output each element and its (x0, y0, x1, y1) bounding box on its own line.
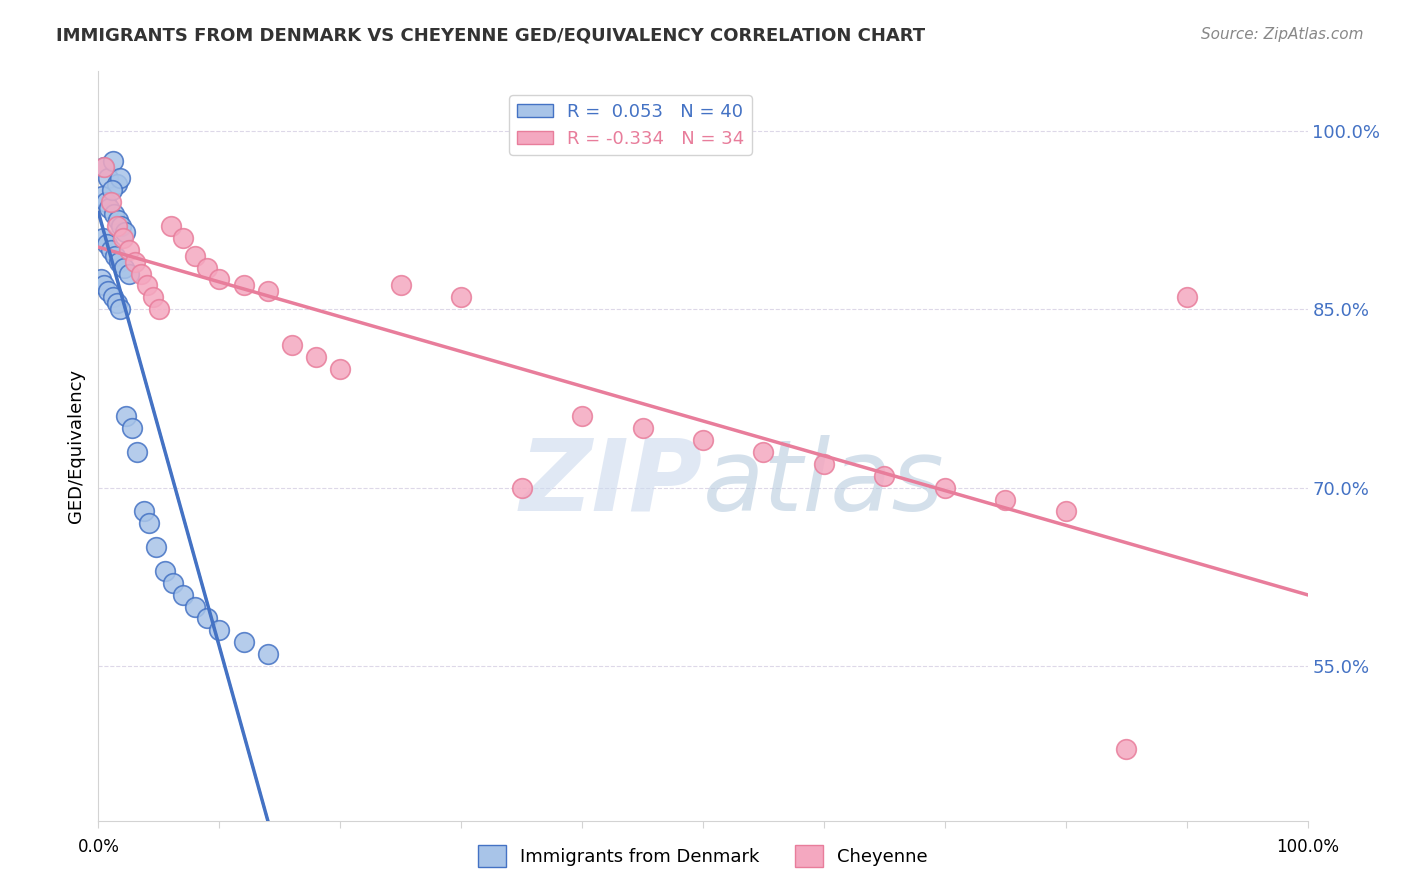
Point (127, 445, 149, 459)
Text: 100.0%: 100.0% (1277, 838, 1339, 856)
Point (110, 219, 132, 233)
Point (148, 302, 170, 317)
Point (813, 457, 835, 471)
Point (115, 409, 138, 424)
Point (752, 445, 775, 459)
Point (98, 201, 121, 215)
Point (153, 564, 176, 578)
Point (692, 433, 714, 447)
Point (873, 468, 896, 483)
Point (184, 599, 207, 614)
Point (108, 302, 131, 317)
Point (195, 611, 218, 625)
Point (118, 243, 141, 257)
Point (101, 153, 124, 168)
Y-axis label: GED/Equivalency: GED/Equivalency (66, 369, 84, 523)
Point (145, 540, 167, 554)
Point (135, 278, 157, 293)
Point (108, 254, 131, 268)
Point (256, 647, 278, 661)
Point (934, 481, 956, 495)
Point (91, 189, 114, 203)
Point (112, 260, 135, 275)
Point (329, 361, 352, 376)
Text: IMMIGRANTS FROM DENMARK VS CHEYENNE GED/EQUIVALENCY CORRELATION CHART: IMMIGRANTS FROM DENMARK VS CHEYENNE GED/… (56, 27, 925, 45)
Point (510, 481, 533, 495)
Legend: Immigrants from Denmark, Cheyenne: Immigrants from Denmark, Cheyenne (471, 838, 935, 874)
Point (101, 290, 124, 304)
Point (100, 195, 122, 210)
Point (93, 278, 115, 293)
Point (172, 231, 194, 245)
Point (91, 231, 114, 245)
Point (114, 225, 136, 239)
Point (1175, 290, 1198, 304)
Legend: R =  0.053   N = 40, R = -0.334   N = 34: R = 0.053 N = 40, R = -0.334 N = 34 (509, 95, 752, 155)
Point (93, 160, 115, 174)
Point (118, 267, 141, 281)
Point (232, 278, 254, 293)
Point (571, 409, 593, 424)
Point (93, 160, 115, 174)
Point (256, 285, 278, 299)
Point (134, 504, 156, 518)
Point (129, 267, 152, 281)
Point (142, 290, 165, 304)
Point (107, 213, 129, 227)
Text: atlas: atlas (703, 435, 945, 532)
Point (184, 249, 207, 263)
Point (450, 290, 472, 304)
Point (97, 171, 120, 186)
Point (1054, 504, 1077, 518)
Point (105, 219, 128, 233)
Point (105, 296, 128, 310)
Point (121, 421, 143, 435)
Point (195, 260, 218, 275)
Point (96, 236, 118, 251)
Point (631, 421, 654, 435)
Point (389, 278, 412, 293)
Point (160, 219, 183, 233)
Point (100, 183, 122, 197)
Text: 0.0%: 0.0% (77, 838, 120, 856)
Text: Source: ZipAtlas.com: Source: ZipAtlas.com (1201, 27, 1364, 42)
Point (994, 492, 1017, 507)
Point (104, 249, 127, 263)
Point (305, 350, 328, 364)
Point (232, 635, 254, 649)
Point (108, 171, 131, 186)
Point (172, 588, 194, 602)
Point (208, 624, 231, 638)
Point (100, 243, 122, 257)
Point (1115, 742, 1137, 756)
Point (105, 178, 128, 192)
Point (97, 285, 120, 299)
Point (124, 254, 146, 268)
Point (281, 338, 304, 352)
Point (94, 195, 117, 210)
Point (111, 231, 134, 245)
Point (103, 207, 125, 221)
Point (208, 272, 231, 286)
Point (138, 516, 160, 531)
Point (162, 575, 184, 590)
Point (90, 272, 112, 286)
Text: ZIP: ZIP (520, 435, 703, 532)
